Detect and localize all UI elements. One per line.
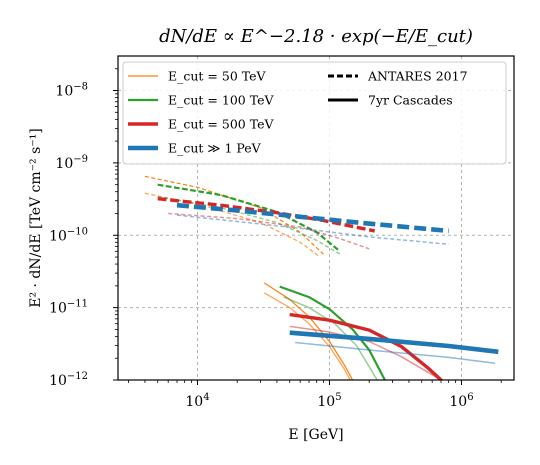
legend-label-1: E_cut = 100 TeV	[168, 93, 274, 108]
series-line-11	[283, 296, 378, 380]
series-line-2	[157, 183, 341, 253]
series-line-7	[176, 214, 449, 246]
series-line-6	[176, 202, 449, 234]
series-line-4	[157, 197, 376, 233]
legend: E_cut = 50 TeV E_cut = 100 TeV E_cut = 500…	[122, 61, 507, 165]
series-line-15	[295, 341, 496, 365]
legend-label-5: 7yr Cascades	[368, 93, 453, 108]
series-line-5	[168, 212, 370, 250]
plot-frame	[117, 55, 515, 381]
series-layer	[144, 175, 499, 380]
legend-label-3: E_cut ≫ 1 PeV	[168, 141, 262, 156]
series-line-14	[289, 330, 499, 355]
series-line-8	[263, 282, 354, 380]
series-line-0	[144, 175, 324, 255]
y-axis-label: E² · dN/dE [TeV cm⁻² s⁻¹]	[28, 128, 44, 308]
legend-label-2: E_cut = 500 TeV	[168, 117, 274, 132]
series-line-13	[289, 325, 442, 380]
chart-title: dN/dE ∝ E^−2.18 · exp(−E/E_cut)	[159, 26, 473, 47]
series-line-10	[279, 285, 387, 380]
legend-label-0: E_cut = 50 TeV	[168, 69, 267, 84]
legend-label-4: ANTARES 2017	[367, 69, 468, 84]
legend-box	[122, 61, 507, 165]
x-axis-label: E [GeV]	[288, 427, 343, 443]
